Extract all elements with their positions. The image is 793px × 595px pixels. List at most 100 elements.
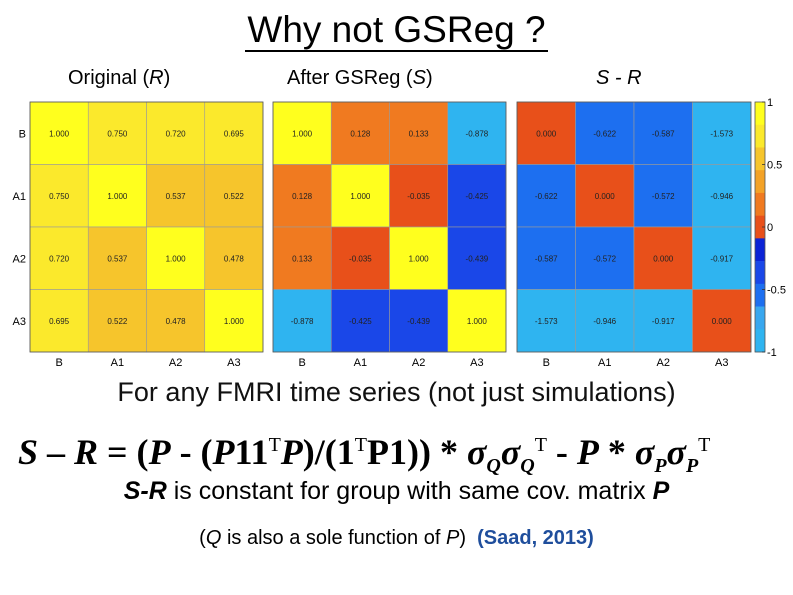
cell-label: -0.946 [710,192,733,201]
heatmap-cell [516,164,576,228]
cell-label: -0.622 [535,192,558,201]
cell-label: -0.917 [652,317,675,326]
x-tick-label: A3 [715,357,728,369]
cell-label: 0.695 [49,317,70,326]
x-tick-label: A1 [111,357,124,369]
citation: (Saad, 2013) [477,527,594,549]
heatmap-cell [575,289,635,353]
heatmap-cell [330,226,390,290]
cell-label: 0.750 [107,129,128,138]
cell-label: -0.425 [466,192,489,201]
panel-label-original: Original (R) [68,67,171,89]
slide-title: Why not GSReg ? [245,9,548,52]
cell-label: 0.000 [653,254,674,263]
formula: S – R = (P - (P11TP)/(1TP1)) * σQσQT - P… [18,432,711,478]
cell-label: 0.128 [350,129,371,138]
colorbar: 1 0.5 0 -0.5 -1 [754,97,786,359]
heatmap-cell [692,226,752,290]
cell-label: 0.720 [166,129,187,138]
cell-label: 0.478 [224,254,245,263]
x-tick-label: A3 [470,357,483,369]
colorbar-segment [755,192,765,216]
panel-label-after-gsreg: After GSReg (S) [287,67,433,89]
heatmap-cell [29,101,89,165]
cell-label: -0.572 [593,254,616,263]
colorbar-tick-label: -1 [767,347,777,359]
cell-label: -0.425 [349,317,372,326]
y-tick-label: A1 [13,191,26,203]
cell-label: -0.878 [466,129,489,138]
heatmap-frame [516,101,752,353]
heatmap-cell [330,164,390,228]
cell-label: 0.537 [166,192,187,201]
cell-label: 1.000 [467,317,488,326]
heatmap-cell [692,164,752,228]
cell-label: -0.439 [466,254,489,263]
cell-label: 1.000 [224,317,245,326]
y-tick-label: B [19,128,26,140]
cell-label: -0.035 [349,254,372,263]
cell-label: 0.128 [292,192,313,201]
cell-label: 0.000 [712,317,733,326]
cell-label: -1.573 [710,129,733,138]
heatmap-cell [516,101,576,165]
heatmap-cell [204,226,264,290]
cell-label: 0.522 [224,192,245,201]
x-tick-label: A2 [657,357,670,369]
cell-label: 1.000 [409,254,430,263]
cell-label: 1.000 [166,254,187,263]
x-tick-label: A1 [598,357,611,369]
heatmap-cell [633,101,693,165]
colorbar-segment [755,215,765,239]
caption-note: (Q is also a sole function of P) (Saad, … [199,527,594,549]
heatmap-figure: 1.000 0.750 0.720 0.695 0.750 1.000 0.537 0.522… [13,97,786,369]
cell-label: 0.720 [49,254,70,263]
heatmap-cell [87,226,147,290]
heatmap-cell [87,289,147,353]
x-tick-label: A1 [354,357,367,369]
heatmap-cell [272,164,332,228]
cell-label: -0.946 [593,317,616,326]
colorbar-segment [755,124,765,148]
cell-label: 0.750 [49,192,70,201]
cell-label: 0.695 [224,129,245,138]
heatmap-cell [29,164,89,228]
cell-label: 0.000 [595,192,616,201]
cell-label: 1.000 [350,192,371,201]
heatmap-cell [575,226,635,290]
colorbar-tick-label: 0.5 [767,160,782,172]
cell-label: 0.133 [292,254,313,263]
x-tick-label: A2 [169,357,182,369]
caption-fmri: For any FMRI time series (not just simul… [117,377,676,407]
cell-label: 1.000 [107,192,128,201]
colorbar-segment [755,283,765,307]
x-tick-label: B [298,357,305,369]
x-tick-label: B [55,357,62,369]
heatmap-cell [633,289,693,353]
heatmap-cell [330,101,390,165]
cell-label: 0.133 [409,129,430,138]
heatmap-frame [29,101,264,353]
colorbar-tick-label: 1 [767,97,773,109]
heatmap-cell [692,289,752,353]
cell-label: -0.439 [407,317,430,326]
cell-label: 0.522 [107,317,128,326]
heatmap-cell [575,101,635,165]
heatmap-cell [204,289,264,353]
heatmap-cell [330,289,390,353]
heatmap-cell [272,289,332,353]
heatmap-cell [204,164,264,228]
cell-label: 0.000 [536,129,557,138]
cell-label: -0.572 [652,192,675,201]
caption-constant: S-R is constant for group with same cov.… [123,477,670,505]
heatmap-cell [389,164,449,228]
y-tick-label: A3 [13,316,26,328]
cell-label: -0.622 [593,129,616,138]
x-tick-label: A3 [227,357,240,369]
panel-label-difference: S - R [596,67,642,89]
heatmap-cell [516,226,576,290]
cell-label: -0.587 [535,254,558,263]
cell-label: -0.917 [710,254,733,263]
y-tick-label: A2 [13,253,26,265]
cell-label: 0.537 [107,254,128,263]
